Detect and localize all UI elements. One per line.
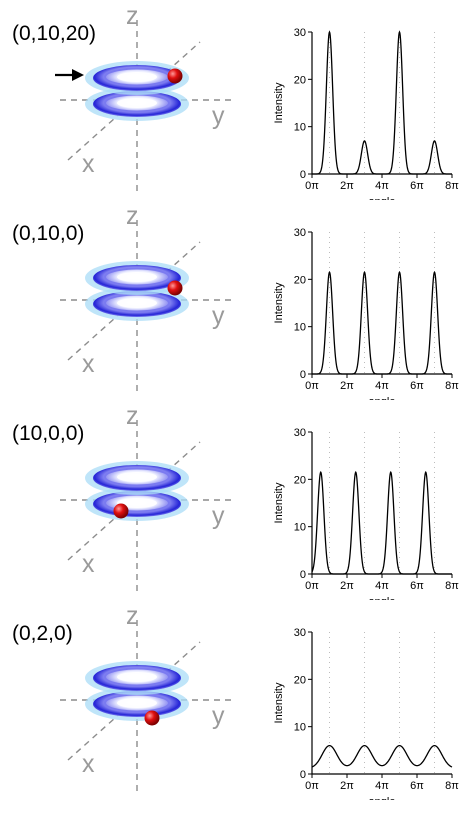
particle-marker [113, 503, 129, 519]
scene-diagram [60, 420, 232, 596]
intensity-curve [311, 744, 453, 768]
arrow-icon [55, 69, 84, 81]
y-tick-label: 10 [294, 322, 306, 334]
y-axis-label: y [212, 302, 225, 330]
particle-marker [144, 710, 160, 726]
y-tick-label: 0 [300, 169, 306, 181]
y-tick-label: 0 [300, 569, 306, 581]
y-tick-label: 30 [294, 227, 306, 239]
x-tick-label: 8π [445, 780, 459, 792]
intensity-chart: 0 10 20 30 0π 2π 4π 6π 8π Intensity angle [273, 427, 459, 600]
intensity-curve [311, 470, 452, 575]
y-tick-label: 0 [300, 369, 306, 381]
y-tick-label: 30 [294, 27, 306, 39]
scene-diagram [60, 220, 232, 396]
lower-ring-disk [85, 287, 189, 321]
x-axis-label: angle [369, 596, 396, 600]
intensity-chart: 0 10 20 30 0π 2π 4π 6π 8π Intensity angle [273, 227, 459, 400]
coordinate-label: (0,10,20) [12, 22, 97, 45]
x-axis-label: x [82, 550, 95, 578]
x-tick-label: 4π [375, 180, 389, 192]
scene-diagram [55, 20, 232, 196]
plot-axes [311, 632, 452, 775]
particle-marker [167, 280, 183, 296]
x-tick-label: 4π [375, 780, 389, 792]
y-axis-label: Intensity [273, 482, 285, 523]
z-axis-label: z [126, 2, 139, 30]
y-tick-label: 20 [294, 74, 306, 86]
lower-ring-disk [85, 687, 189, 721]
panel-4: (0,2,0) z y x 0 10 20 30 0π 2π 4π 6π 8π Intensity ang… [0, 600, 462, 800]
x-axis-label: x [82, 350, 95, 378]
x-tick-label: 0π [305, 380, 319, 392]
x-axis-label: x [82, 750, 95, 778]
x-tick-label: 6π [410, 180, 424, 192]
coordinate-label: (0,10,0) [12, 222, 85, 245]
x-tick-label: 4π [375, 380, 389, 392]
plot-axes [311, 232, 452, 375]
y-tick-label: 20 [294, 274, 306, 286]
y-axis-label: Intensity [273, 282, 285, 323]
x-tick-label: 2π [340, 180, 354, 192]
particle-marker [167, 68, 183, 84]
y-axis-label: y [212, 102, 225, 130]
z-axis-label: z [126, 202, 139, 230]
upper-ring-disk [85, 461, 189, 495]
y-tick-label: 10 [294, 522, 306, 534]
upper-ring-disk [85, 61, 189, 95]
y-tick-label: 30 [294, 427, 306, 439]
x-tick-label: 0π [305, 580, 319, 592]
y-tick-label: 20 [294, 474, 306, 486]
x-tick-label: 0π [305, 780, 319, 792]
x-tick-label: 8π [445, 380, 459, 392]
upper-ring-disk [85, 661, 189, 695]
intensity-curve [312, 270, 452, 375]
panel-1: (0,10,20) z y x 0 10 20 30 0π 2π 4π 6π 8π Intensity a… [0, 0, 462, 200]
upper-ring-disk [85, 261, 189, 295]
y-axis-label: y [212, 702, 225, 730]
coordinate-label: (0,2,0) [12, 622, 73, 645]
lower-ring-disk [85, 87, 189, 121]
panel-2: (0,10,0) z y x 0 10 20 30 0π 2π 4π 6π 8π Intensity an… [0, 200, 462, 400]
x-axis-label: x [82, 150, 95, 178]
intensity-curve [312, 30, 452, 175]
x-tick-label: 2π [340, 580, 354, 592]
z-axis-label: z [126, 402, 139, 430]
y-tick-label: 10 [294, 122, 306, 134]
y-tick-label: 30 [294, 627, 306, 639]
y-axis-label: y [212, 502, 225, 530]
y-tick-label: 0 [300, 769, 306, 781]
x-tick-label: 8π [445, 180, 459, 192]
coordinate-label: (10,0,0) [12, 422, 85, 445]
y-axis-label: Intensity [273, 82, 285, 123]
z-axis-label: z [126, 602, 139, 630]
x-tick-label: 2π [340, 380, 354, 392]
x-tick-label: 6π [410, 780, 424, 792]
x-tick-label: 4π [375, 580, 389, 592]
x-tick-label: 6π [410, 580, 424, 592]
y-tick-label: 20 [294, 674, 306, 686]
y-tick-label: 10 [294, 722, 306, 734]
y-axis-label: Intensity [273, 682, 285, 723]
x-tick-label: 0π [305, 180, 319, 192]
intensity-chart: 0 10 20 30 0π 2π 4π 6π 8π Intensity angle [273, 627, 459, 800]
panel-3: (10,0,0) z y x 0 10 20 30 0π 2π 4π 6π 8π Intensity an… [0, 400, 462, 600]
scene-diagram [60, 620, 232, 796]
intensity-chart: 0 10 20 30 0π 2π 4π 6π 8π Intensity angle [273, 27, 459, 200]
x-tick-label: 2π [340, 780, 354, 792]
lower-ring-disk [85, 487, 189, 521]
x-axis-label: angle [369, 196, 396, 200]
x-tick-label: 8π [445, 580, 459, 592]
x-tick-label: 6π [410, 380, 424, 392]
x-axis-label: angle [369, 796, 396, 800]
x-axis-label: angle [369, 396, 396, 400]
